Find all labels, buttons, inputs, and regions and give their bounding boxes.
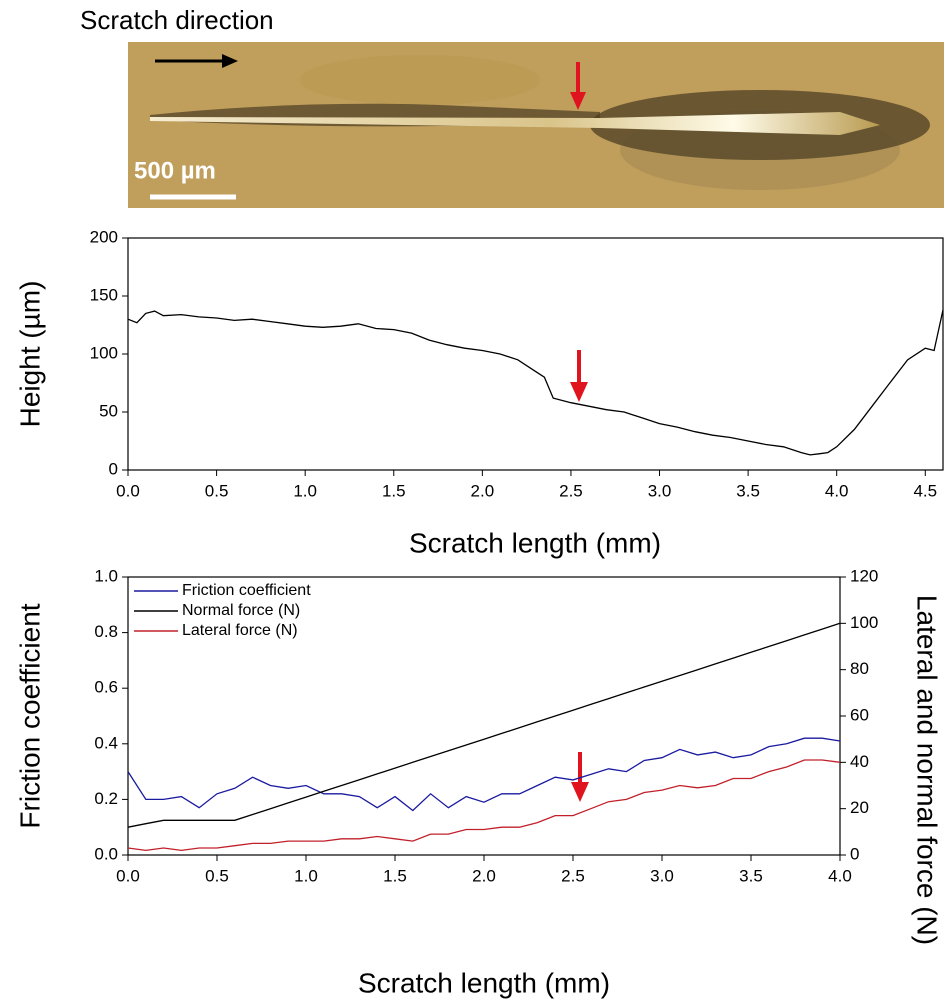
- x-tick-label: 0.5: [205, 481, 229, 500]
- y-axis-label: Height (µm): [14, 281, 45, 428]
- y2-tick-label: 20: [850, 798, 869, 817]
- legend-label: Normal force (N): [182, 602, 300, 619]
- y2-tick-label: 0: [850, 844, 859, 863]
- x-tick-label: 2.5: [559, 481, 583, 500]
- y2-tick-label: 40: [850, 752, 869, 771]
- x-axis-label: Scratch length (mm): [409, 527, 661, 558]
- y2-tick-label: 60: [850, 705, 869, 724]
- scale-bar-label: 500 µm: [134, 157, 216, 184]
- data-line: [127, 737, 841, 812]
- y-tick-label: 100: [90, 343, 118, 362]
- x-tick-label: 3.0: [650, 866, 674, 885]
- x-tick-label: 4.0: [825, 481, 849, 500]
- y-tick-label: 200: [90, 227, 118, 246]
- y-tick-label: 0.0: [94, 844, 118, 863]
- x-tick-label: 3.5: [739, 866, 763, 885]
- legend-label: Friction coefficient: [182, 582, 311, 599]
- y2-tick-label: 100: [850, 613, 878, 632]
- y-tick-label: 0.4: [94, 733, 118, 752]
- x-tick-label: 4.5: [913, 481, 937, 500]
- micrograph: 500 µm: [128, 42, 944, 208]
- x-tick-label: 4.0: [828, 866, 852, 885]
- x-tick-label: 0.0: [116, 866, 140, 885]
- data-line: [127, 759, 841, 852]
- y2-tick-label: 80: [850, 659, 869, 678]
- x-tick-label: 0.0: [116, 481, 140, 500]
- x-tick-label: 2.5: [561, 866, 585, 885]
- y-tick-label: 0.8: [94, 622, 118, 641]
- y-tick-label: 0: [109, 459, 118, 478]
- x-tick-label: 3.0: [648, 481, 672, 500]
- x-tick-label: 1.5: [382, 481, 406, 500]
- image-caption: Scratch direction: [80, 5, 274, 35]
- y-tick-label: 0.6: [94, 678, 118, 697]
- data-line: [127, 309, 944, 456]
- x-tick-label: 2.0: [472, 866, 496, 885]
- y2-tick-label: 120: [850, 566, 878, 585]
- y-tick-label: 1.0: [94, 566, 118, 585]
- x-tick-label: 0.5: [205, 866, 229, 885]
- y-axis-label: Friction coefficient: [14, 603, 45, 828]
- x-tick-label: 2.0: [471, 481, 495, 500]
- plot-frame: [127, 237, 944, 471]
- legend-label: Lateral force (N): [182, 622, 298, 639]
- y-tick-label: 150: [90, 285, 118, 304]
- x-axis-label: Scratch length (mm): [358, 967, 610, 998]
- annotation-arrow: [570, 350, 589, 802]
- x-tick-label: 3.5: [736, 481, 760, 500]
- y-tick-label: 0.2: [94, 789, 118, 808]
- x-tick-label: 1.0: [293, 481, 317, 500]
- y-tick-label: 50: [99, 401, 118, 420]
- data-line: [127, 622, 841, 828]
- x-tick-label: 1.5: [383, 866, 407, 885]
- y2-axis-label: Lateral and normal force (N): [912, 595, 943, 945]
- x-tick-label: 1.0: [294, 866, 318, 885]
